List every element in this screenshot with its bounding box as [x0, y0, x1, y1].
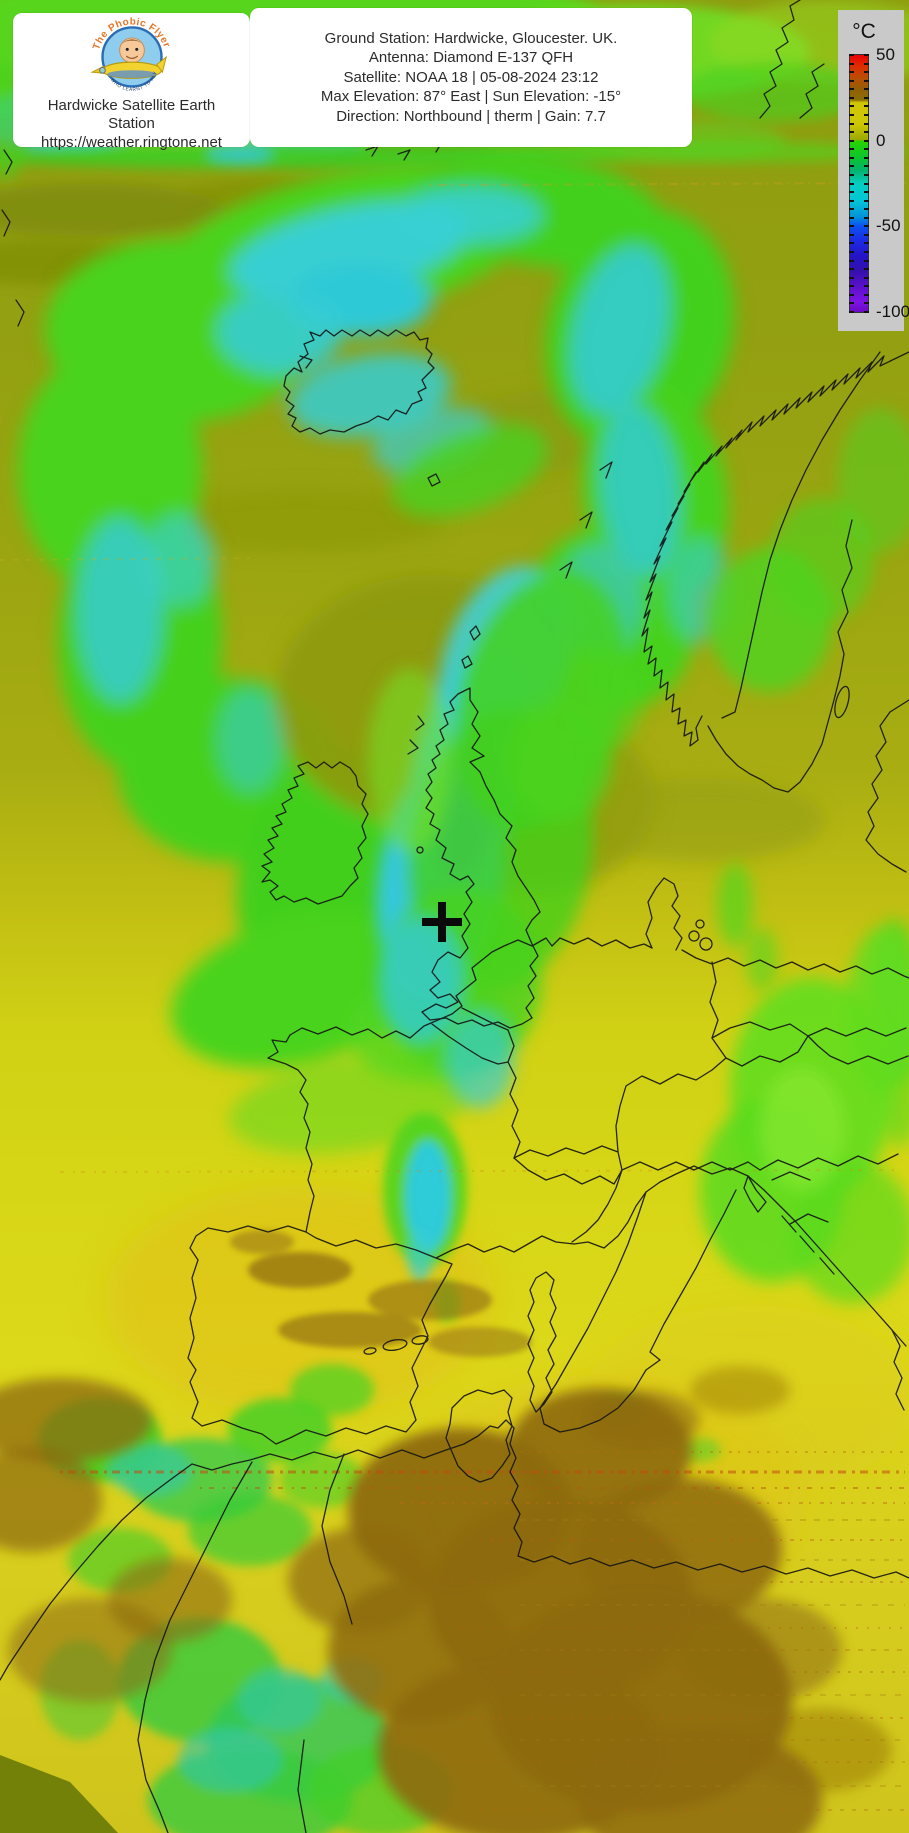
colorbar-tick	[849, 148, 854, 151]
station-url-link[interactable]: https://weather.ringtone.net	[41, 134, 222, 151]
colorbar-tick	[849, 156, 854, 159]
colorbar-tick	[864, 54, 869, 56]
storm-spiral-clouds	[18, 152, 735, 1154]
colorbar-label-50: 50	[876, 45, 895, 64]
colorbar-tick	[849, 79, 854, 82]
colorbar-tick	[864, 165, 869, 168]
colorbar-tick	[864, 302, 869, 305]
spain-brown-speckle	[230, 1230, 532, 1357]
colorbar-tick	[849, 122, 854, 125]
colorbar-tick	[849, 62, 854, 65]
colorbar-label--100: -100	[876, 302, 909, 321]
pass-info-box: Ground Station: Hardwicke, Gloucester. U…	[250, 8, 692, 147]
colorbar-tick	[849, 131, 854, 134]
bottom-left-dark-corner	[0, 1755, 118, 1833]
colorbar-tick	[849, 251, 854, 254]
colorbar-tick	[864, 113, 869, 116]
colorbar-tick	[849, 71, 854, 74]
colorbar-tick	[849, 216, 854, 219]
colorbar-tick	[864, 225, 869, 228]
colorbar-label--50: -50	[876, 216, 901, 236]
station-logo: The Phobic Flyer WHO LEARNT TO FLY	[89, 17, 171, 93]
colorbar-tick	[864, 268, 869, 271]
colorbar-tick	[849, 242, 854, 245]
info-ground-station: Ground Station: Hardwicke, Gloucester. U…	[324, 29, 618, 47]
colorbar-tick	[864, 259, 869, 262]
colorbar-tick	[849, 233, 854, 236]
desert-brown-layer	[0, 1366, 892, 1833]
colorbar-tick	[849, 139, 854, 142]
telemetry-noise-lines	[0, 182, 906, 1811]
temperature-colorbar-panel: °C 50 0 -50 -100	[838, 10, 909, 331]
colorbar-tick	[864, 293, 869, 296]
station-identity-box: The Phobic Flyer WHO LEARNT TO FLY Hardw…	[13, 13, 250, 151]
info-antenna: Antenna: Diamond E-137 QFH	[368, 49, 574, 67]
colorbar-tick	[849, 113, 854, 116]
storm-cell-france	[383, 1113, 467, 1323]
colorbar-tick	[849, 311, 854, 313]
colorbar-gradient	[849, 54, 869, 313]
colorbar-tick	[849, 276, 854, 279]
logo-hair	[120, 39, 143, 45]
colorbar-tick	[849, 259, 854, 262]
colorbar-tick	[849, 208, 854, 211]
colorbar-tick	[864, 233, 869, 236]
colorbar-tick	[864, 285, 869, 288]
colorbar-tick	[864, 216, 869, 219]
colorbar-unit-label: °C	[852, 20, 876, 43]
colorbar-tick	[864, 71, 869, 74]
colorbar-tick	[849, 302, 854, 305]
colorbar-tick	[864, 88, 869, 91]
colorbar-tick	[864, 208, 869, 211]
colorbar-tick	[864, 139, 869, 142]
colorbar-tick	[864, 105, 869, 108]
marker-vertical-bar	[438, 902, 446, 942]
colorbar-tick	[864, 96, 869, 99]
colorbar-tick	[864, 122, 869, 125]
info-satellite: Satellite: NOAA 18 | 05-08-2024 23:12	[343, 68, 599, 86]
colorbar-tick	[849, 293, 854, 296]
colorbar-tick	[849, 173, 854, 176]
station-title: Hardwicke Satellite Earth Station	[47, 97, 216, 132]
logo-plane-prop	[98, 66, 106, 74]
colorbar-tick	[864, 173, 869, 176]
colorbar-tick	[849, 191, 854, 194]
colorbar-tick	[849, 105, 854, 108]
colorbar-tick	[864, 251, 869, 254]
colorbar-tick	[849, 165, 854, 168]
colorbar-tick	[864, 191, 869, 194]
colorbar-tick	[849, 182, 854, 185]
colorbar-label-0: 0	[876, 130, 886, 150]
colorbar-tick	[864, 148, 869, 151]
colorbar-tick	[864, 62, 869, 65]
info-direction: Direction: Northbound | therm | Gain: 7.…	[336, 107, 606, 125]
colorbar-tick	[864, 182, 869, 185]
colorbar-tick	[864, 79, 869, 82]
colorbar-tick	[849, 268, 854, 271]
colorbar-tick	[864, 311, 869, 313]
colorbar-tick	[849, 96, 854, 99]
logo-plane-tail	[155, 55, 167, 74]
colorbar-tick	[849, 199, 854, 202]
colorbar-tick	[849, 54, 854, 56]
colorbar-tick	[849, 225, 854, 228]
colorbar-tick	[849, 285, 854, 288]
colorbar-tick	[864, 156, 869, 159]
colorbar-tick	[864, 242, 869, 245]
colorbar-tick	[864, 276, 869, 279]
colorbar-tick	[864, 131, 869, 134]
colorbar-tick	[849, 88, 854, 91]
info-elevation: Max Elevation: 87° East | Sun Elevation:…	[320, 88, 622, 106]
colorbar-tick	[864, 199, 869, 202]
